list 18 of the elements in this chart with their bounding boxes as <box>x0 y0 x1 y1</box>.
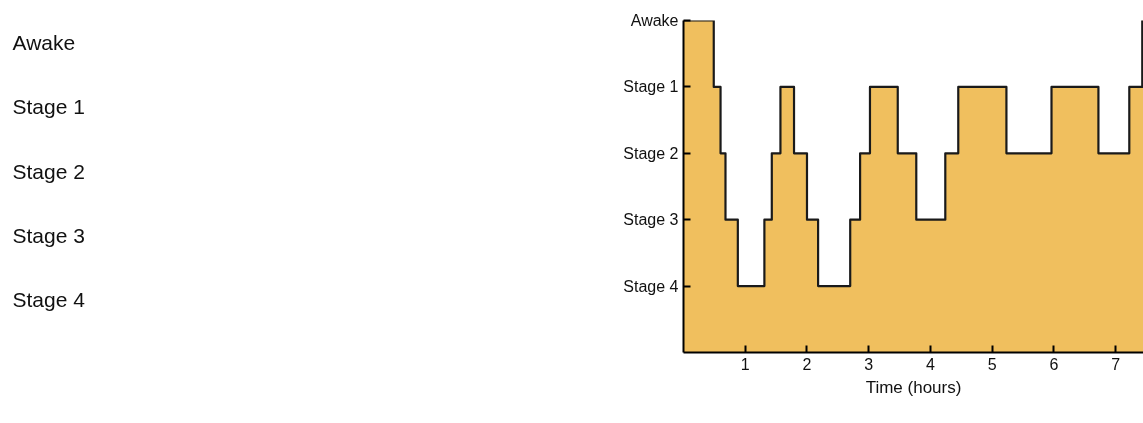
x-axis-title: Time (hours) <box>865 377 962 397</box>
x-tick-label: 2 <box>802 355 812 373</box>
x-tick-label: 7 <box>1111 355 1121 373</box>
text: Awake <box>630 12 679 29</box>
text: Stage 1 <box>12 95 85 119</box>
x-tick-label: 3 <box>864 355 874 373</box>
x-tick-label: 5 <box>987 355 997 373</box>
text: Stage 2 <box>623 144 679 162</box>
x-tick-label: 4 <box>926 355 936 373</box>
x-tick-label: 6 <box>1049 355 1059 373</box>
text: Awake <box>12 30 76 54</box>
x-tick-label: 1 <box>740 355 750 373</box>
text: Stage 2 <box>12 159 85 183</box>
text: Stage 1 <box>623 78 679 96</box>
text: Stage 3 <box>623 211 679 229</box>
text: Stage 4 <box>623 277 679 295</box>
text: Stage 4 <box>12 288 86 312</box>
text: Stage 3 <box>12 224 85 248</box>
